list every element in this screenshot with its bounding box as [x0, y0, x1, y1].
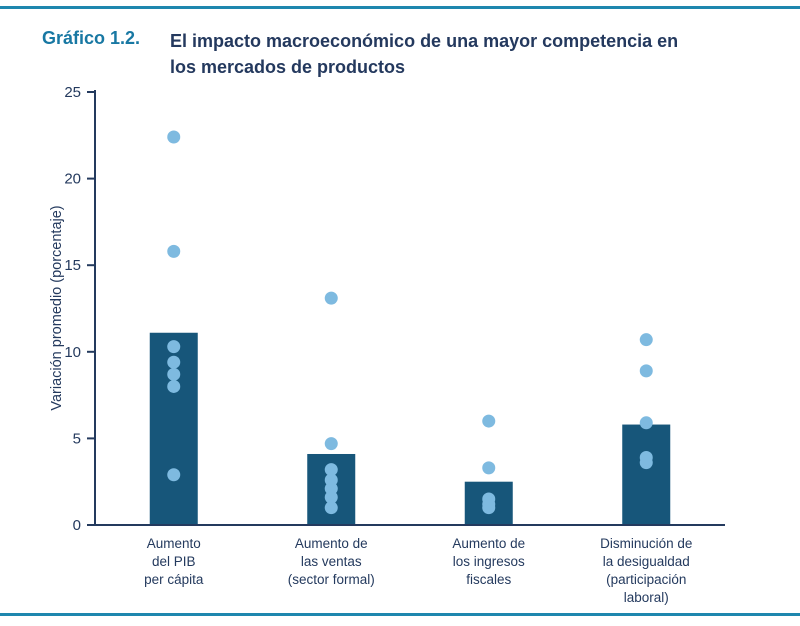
- y-tick-label: 5: [73, 430, 81, 447]
- scatter-dot: [482, 501, 496, 515]
- scatter-dot: [639, 364, 653, 378]
- y-tick-label: 20: [64, 171, 81, 188]
- figure-title-line1: El impacto macroeconómico de una mayor c…: [170, 31, 679, 51]
- category-label: Aumento del PIB per cápita: [144, 536, 204, 587]
- scatter-dot: [167, 130, 181, 144]
- y-tick-label: 25: [64, 84, 81, 101]
- scatter-dot: [167, 379, 181, 393]
- scatter-dot: [639, 333, 653, 347]
- scatter-dot: [167, 244, 181, 258]
- scatter-dot: [324, 437, 338, 451]
- bottom-divider: [0, 613, 800, 616]
- scatter-dot: [639, 456, 653, 470]
- bar: [622, 424, 671, 524]
- scatter-dot: [324, 490, 338, 504]
- scatter-dot: [324, 291, 338, 305]
- scatter-dot: [482, 414, 496, 428]
- figure-title: El impacto macroeconómico de una mayor c…: [170, 28, 678, 80]
- scatter-dot: [167, 367, 181, 381]
- figure-title-line2: los mercados de productos: [170, 57, 406, 77]
- y-tick-label: 10: [64, 344, 81, 361]
- scatter-dot: [167, 355, 181, 369]
- top-divider: [0, 6, 800, 9]
- scatter-dot: [167, 340, 181, 354]
- scatter-dot: [482, 461, 496, 475]
- y-tick-label: 15: [64, 257, 81, 274]
- category-label: Disminución de la desigualdad (participaci…: [600, 536, 692, 605]
- figure-header: Gráfico 1.2. El impacto macroeconómico d…: [42, 28, 678, 80]
- scatter-dot: [324, 463, 338, 477]
- scatter-dot: [324, 501, 338, 515]
- y-axis-title: Variación promedio (porcentaje): [49, 205, 65, 410]
- category-label: Aumento de los ingresos fiscales: [452, 536, 525, 587]
- scatter-dot: [639, 416, 653, 430]
- y-tick-label: 0: [73, 517, 81, 534]
- scatter-dot: [167, 468, 181, 482]
- figure-number-label: Gráfico 1.2.: [42, 28, 141, 48]
- category-label: Aumento de las ventas (sector formal): [288, 536, 375, 587]
